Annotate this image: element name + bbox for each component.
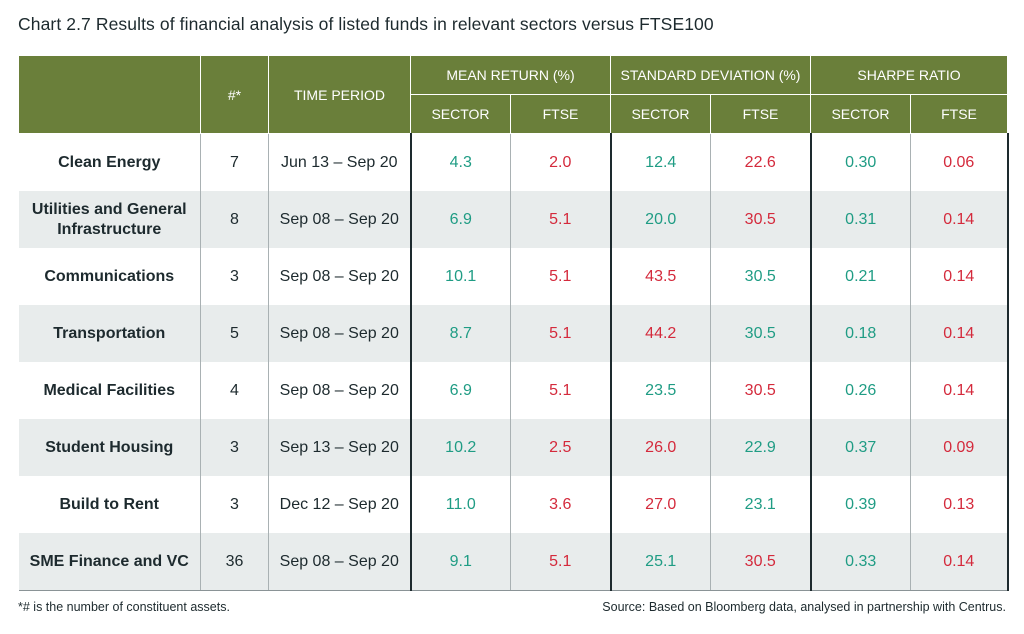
time-period: Dec 12 – Sep 20 — [268, 476, 412, 533]
std-dev-sector: 26.0 — [609, 419, 711, 476]
std-dev-sector: 12.4 — [609, 133, 711, 191]
std-dev-ftse: 30.5 — [710, 362, 811, 419]
asset-count: 5 — [200, 305, 269, 362]
table-row: SME Finance and VC 36 Sep 08 – Sep 20 9.1 5.… — [18, 533, 1009, 591]
std-dev-ftse: 22.6 — [710, 133, 811, 191]
sector-name: Communications — [44, 267, 175, 285]
asset-count: 8 — [200, 191, 269, 248]
sharpe-sector: 0.18 — [809, 305, 911, 362]
table-row: Transportation 5 Sep 08 – Sep 20 8.7 5.1 44.2… — [18, 305, 1009, 362]
sector-name: Utilities and General Infrastructure — [18, 191, 201, 248]
sector-name: Clean Energy — [58, 153, 161, 171]
subheader-ftse: FTSE — [510, 94, 611, 134]
sharpe-ftse: 0.13 — [909, 476, 1009, 533]
mean-return-sector: 6.9 — [409, 191, 511, 248]
mean-return-ftse: 5.1 — [510, 362, 611, 419]
sharpe-sector: 0.37 — [809, 419, 911, 476]
subheader-sector: SECTOR — [410, 94, 511, 134]
time-period: Sep 13 – Sep 20 — [268, 419, 412, 476]
mean-return-sector: 9.1 — [409, 533, 511, 591]
source-note: Source: Based on Bloomberg data, analyse… — [602, 600, 1006, 614]
footnote: *# is the number of constituent assets. — [18, 600, 230, 614]
table-body: Clean Energy 7 Jun 13 – Sep 20 4.3 2.0 12.4 22… — [18, 133, 1009, 591]
asset-count: 3 — [200, 476, 269, 533]
std-dev-ftse: 30.5 — [710, 191, 811, 248]
mean-return-ftse: 5.1 — [510, 305, 611, 362]
std-dev-sector: 25.1 — [609, 533, 711, 591]
sharpe-ftse: 0.09 — [909, 419, 1009, 476]
sharpe-sector: 0.30 — [809, 133, 911, 191]
mean-return-ftse: 5.1 — [510, 191, 611, 248]
sharpe-sector: 0.39 — [809, 476, 911, 533]
sector-name: SME Finance and VC — [18, 533, 201, 591]
time-period: Sep 08 – Sep 20 — [268, 248, 412, 305]
mean-return-ftse: 2.5 — [510, 419, 611, 476]
sector-name: Medical Facilities — [43, 381, 176, 399]
mean-return-sector: 8.7 — [409, 305, 511, 362]
mean-return-ftse: 2.0 — [510, 133, 611, 191]
std-dev-ftse: 30.5 — [710, 533, 811, 591]
subheader-ftse: FTSE — [710, 94, 811, 134]
time-period: Sep 08 – Sep 20 — [268, 305, 412, 362]
header-sharpe-ratio: SHARPE RATIO — [809, 55, 1009, 95]
subheader-ftse: FTSE — [909, 94, 1009, 134]
table-row: Utilities and General Infrastructure 8 Sep… — [18, 191, 1009, 248]
std-dev-ftse: 22.9 — [710, 419, 811, 476]
mean-return-sector: 4.3 — [409, 133, 511, 191]
table-row: Medical Facilities 4 Sep 08 – Sep 20 6.9 5.1… — [19, 362, 1009, 419]
table-row: Build to Rent 3 Dec 12 – Sep 20 11.0 3.6 27.0… — [19, 476, 1009, 533]
mean-return-sector: 10.2 — [409, 419, 511, 476]
std-dev-ftse: 30.5 — [710, 248, 811, 305]
std-dev-sector: 44.2 — [609, 305, 711, 362]
std-dev-ftse: 23.1 — [710, 476, 811, 533]
mean-return-ftse: 5.1 — [510, 533, 611, 591]
mean-return-ftse: 5.1 — [510, 248, 611, 305]
mean-return-ftse: 3.6 — [510, 476, 611, 533]
std-dev-sector: 27.0 — [609, 476, 711, 533]
sector-name: Transportation — [18, 305, 201, 362]
std-dev-sector: 23.5 — [609, 362, 711, 419]
table-row: Communications 3 Sep 08 – Sep 20 10.1 5.1 43.… — [19, 248, 1009, 305]
sector-name: Build to Rent — [59, 495, 160, 513]
sharpe-sector: 0.26 — [809, 362, 911, 419]
mean-return-sector: 6.9 — [409, 362, 511, 419]
sharpe-sector: 0.31 — [809, 191, 911, 248]
asset-count: 4 — [200, 362, 269, 419]
sharpe-sector: 0.33 — [809, 533, 911, 591]
table-row: Clean Energy 7 Jun 13 – Sep 20 4.3 2.0 12.4 22… — [19, 133, 1009, 191]
asset-count: 3 — [200, 419, 269, 476]
header-standard-deviation: STANDARD DEVIATION (%) — [610, 55, 811, 95]
table-row: Student Housing 3 Sep 13 – Sep 20 10.2 2.5 26… — [18, 419, 1009, 476]
sharpe-ftse: 0.06 — [909, 133, 1009, 191]
asset-count: 3 — [200, 248, 269, 305]
subheader-sector: SECTOR — [810, 94, 911, 134]
time-period: Sep 08 – Sep 20 — [268, 191, 412, 248]
mean-return-sector: 11.0 — [409, 476, 511, 533]
header-sector-blank — [18, 55, 201, 134]
sharpe-ftse: 0.14 — [909, 533, 1009, 591]
sharpe-ftse: 0.14 — [909, 248, 1009, 305]
time-period: Sep 08 – Sep 20 — [268, 533, 412, 591]
subheader-sector: SECTOR — [610, 94, 711, 134]
std-dev-sector: 20.0 — [609, 191, 711, 248]
header-time-period: TIME PERIOD — [268, 55, 411, 134]
sharpe-sector: 0.21 — [809, 248, 911, 305]
results-table: #* TIME PERIOD MEAN RETURN (%) STANDARD … — [18, 55, 1009, 591]
sharpe-ftse: 0.14 — [909, 362, 1009, 419]
table-header: #* TIME PERIOD MEAN RETURN (%) STANDARD … — [18, 55, 1009, 134]
asset-count: 36 — [200, 533, 269, 591]
std-dev-ftse: 30.5 — [710, 305, 811, 362]
time-period: Jun 13 – Sep 20 — [268, 133, 412, 191]
header-count: #* — [200, 55, 269, 134]
mean-return-sector: 10.1 — [409, 248, 511, 305]
asset-count: 7 — [200, 133, 269, 191]
std-dev-sector: 43.5 — [609, 248, 711, 305]
time-period: Sep 08 – Sep 20 — [268, 362, 412, 419]
header-mean-return: MEAN RETURN (%) — [410, 55, 611, 95]
sharpe-ftse: 0.14 — [909, 305, 1009, 362]
sector-name: Student Housing — [18, 419, 201, 476]
chart-title: Chart 2.7 Results of financial analysis … — [18, 14, 714, 34]
sharpe-ftse: 0.14 — [909, 191, 1009, 248]
